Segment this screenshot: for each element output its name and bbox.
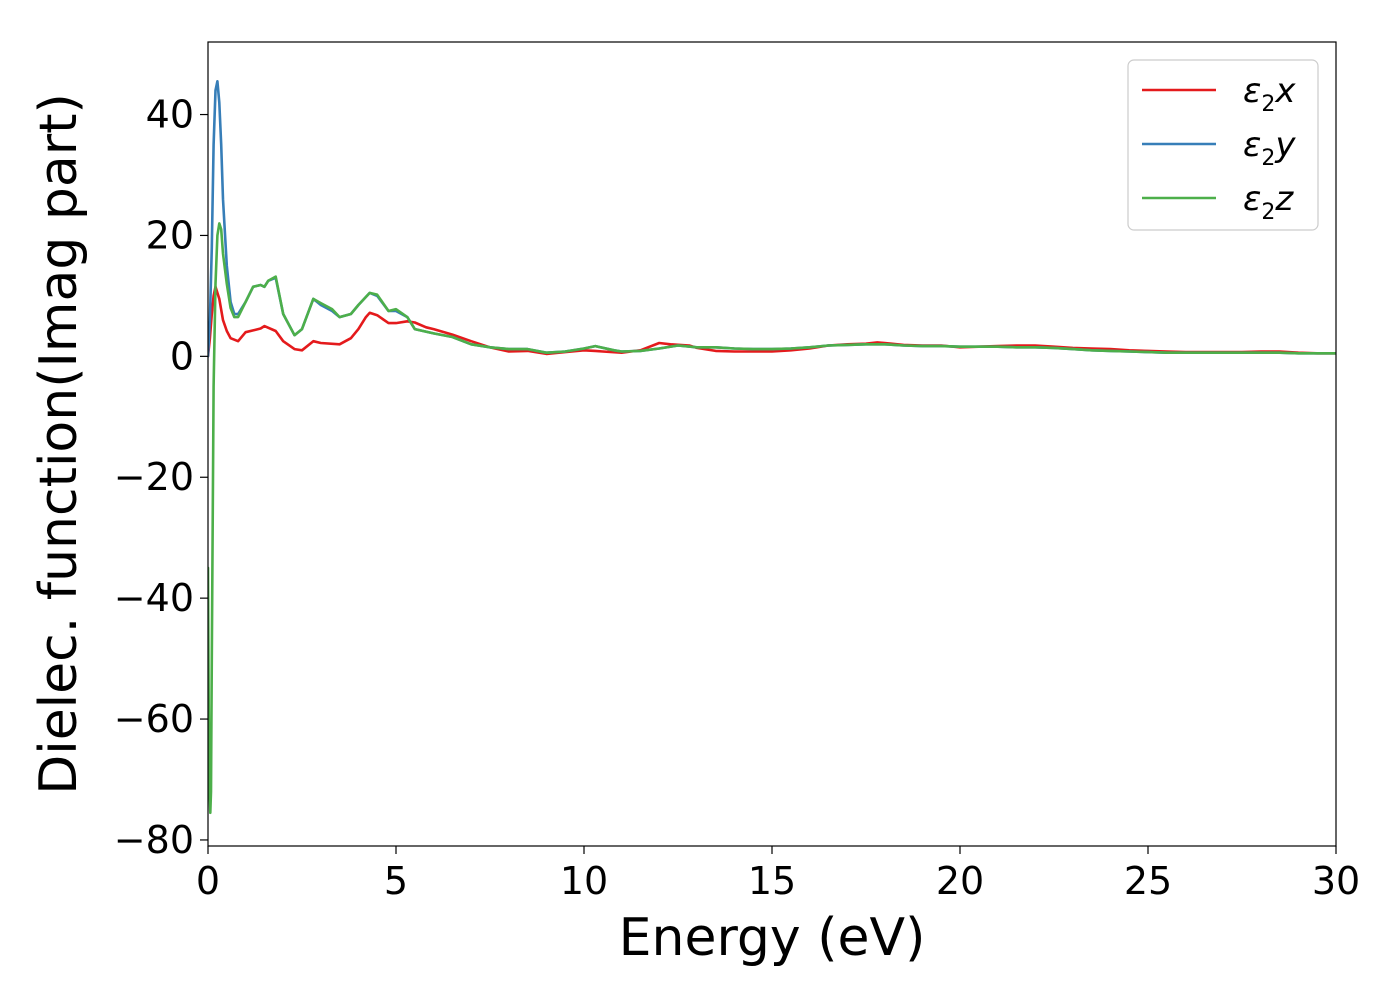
y-tick-label: 0 [170, 334, 194, 378]
y-tick-label: −60 [114, 697, 194, 741]
x-tick-label: 30 [1312, 859, 1360, 903]
legend: ε2x ε2y ε2z [1127, 59, 1319, 231]
y-tick-label: −20 [114, 455, 194, 499]
x-axis: 0 5 10 15 20 25 30 [196, 846, 1360, 903]
y-tick-label: −80 [114, 818, 194, 862]
y-tick-label: −40 [114, 576, 194, 620]
x-tick-label: 0 [196, 859, 220, 903]
legend-label-z: ε2z [1243, 179, 1294, 225]
series-line-x [208, 285, 1336, 358]
x-tick-label: 5 [384, 859, 408, 903]
y-axis-title: Dielec. function(Imag part) [29, 93, 89, 795]
legend-label-y: ε2y [1243, 125, 1296, 171]
y-tick-label: 40 [146, 93, 194, 137]
x-tick-label: 25 [1124, 859, 1172, 903]
y-tick-label: 20 [146, 213, 194, 257]
x-axis-title: Energy (eV) [619, 908, 926, 968]
x-tick-label: 10 [560, 859, 608, 903]
x-tick-label: 20 [936, 859, 984, 903]
legend-box [1127, 59, 1319, 231]
legend-label-x: ε2x [1243, 71, 1296, 117]
series-layer [208, 80, 1336, 815]
y-axis: −80 −60 −40 −20 0 20 40 [114, 93, 208, 862]
series-line-z [208, 222, 1336, 815]
x-tick-label: 15 [748, 859, 796, 903]
